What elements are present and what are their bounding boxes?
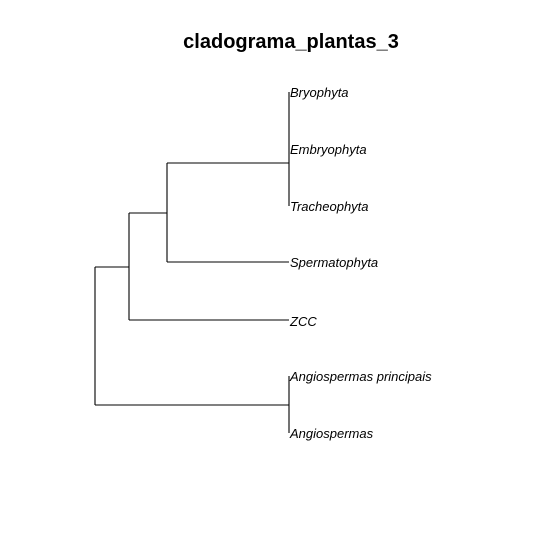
tip-label-angiospermas: Angiospermas	[289, 426, 374, 441]
tip-label-tracheophyta: Tracheophyta	[290, 199, 369, 214]
tip-labels: Bryophyta Embryophyta Tracheophyta Sperm…	[289, 85, 432, 441]
tip-label-zcc: ZCC	[289, 314, 317, 329]
tip-label-bryophyta: Bryophyta	[290, 85, 349, 100]
tree-branches	[94, 92, 290, 433]
figure-title: cladograma_plantas_3	[183, 31, 399, 53]
tip-label-embryophyta: Embryophyta	[290, 142, 367, 157]
tip-label-angiospermas-principais: Angiospermas principais	[289, 369, 432, 384]
tip-label-spermatophyta: Spermatophyta	[290, 255, 378, 270]
